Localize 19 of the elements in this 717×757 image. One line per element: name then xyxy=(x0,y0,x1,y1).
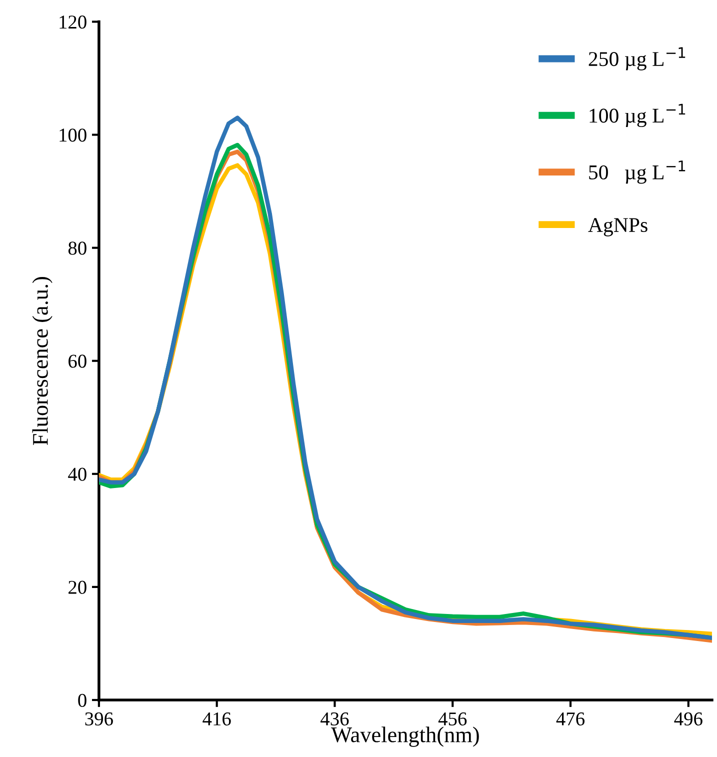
x-tick-label: 456 xyxy=(438,712,467,726)
x-tick-label: 476 xyxy=(556,712,585,726)
x-axis-title: Wavelength(nm) xyxy=(331,726,479,747)
legend-label: AgNPs xyxy=(588,218,648,236)
x-tick-label: 436 xyxy=(320,712,349,726)
legend-label: 50 µg L$^{−1}$ xyxy=(589,160,686,184)
x-tick-label: 416 xyxy=(202,712,231,726)
y-tick-label: 20 xyxy=(68,580,86,594)
y-tick-label: 80 xyxy=(68,242,86,255)
x-tick-label: 396 xyxy=(85,712,113,726)
legend-label: 250 µg L$^{−1}$ xyxy=(588,47,686,70)
y-tick-label: 120 xyxy=(60,16,86,29)
y-tick-label: 100 xyxy=(60,128,86,142)
legend-label: 100 µg L$^{−1}$ xyxy=(590,104,686,128)
y-tick-label: 60 xyxy=(68,354,86,368)
y-tick-label: 0 xyxy=(78,694,86,707)
y-axis-title: Fluorescence (a.u.) xyxy=(32,277,52,446)
x-tick-label: 496 xyxy=(674,712,702,726)
y-tick-label: 40 xyxy=(68,468,86,481)
